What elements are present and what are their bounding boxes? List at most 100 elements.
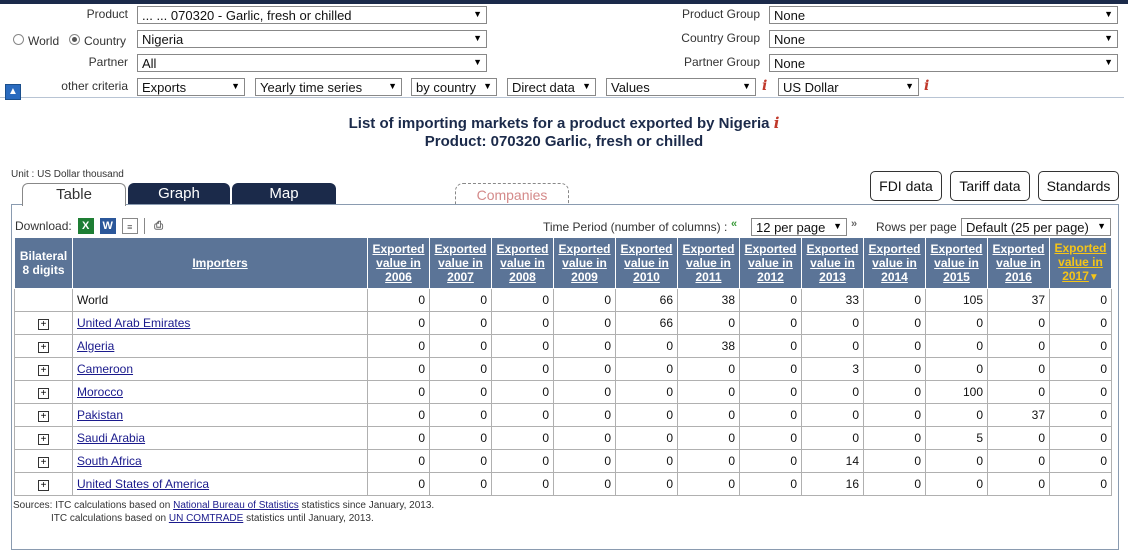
country-select[interactable]: Nigeria ▼ [137, 30, 487, 48]
world-radio[interactable] [13, 34, 24, 45]
series-select[interactable]: Yearly time series ▼ [255, 78, 402, 96]
sources-text: statistics since January, 2013. [298, 500, 435, 511]
importer-cell: Saudi Arabia [72, 426, 368, 450]
word-icon[interactable]: W [99, 218, 116, 234]
importer-link[interactable]: Pakistan [77, 408, 124, 422]
year-header[interactable]: Exported value in 2011 [677, 237, 740, 289]
value-cell: 0 [553, 472, 616, 496]
importer-link[interactable]: United States of America [77, 477, 210, 491]
comtrade-link[interactable]: UN COMTRADE [168, 513, 244, 524]
expand-plus-icon[interactable]: + [38, 342, 49, 353]
measure-select[interactable]: Values ▼ [606, 78, 756, 96]
value-cell: 0 [677, 426, 740, 450]
nbs-link[interactable]: National Bureau of Statistics [173, 500, 299, 511]
value-cell: 0 [429, 334, 492, 358]
value-cell: 0 [429, 288, 492, 312]
chevron-down-icon: ▼ [483, 81, 492, 91]
currency-select[interactable]: US Dollar ▼ [778, 78, 919, 96]
value-cell: 0 [863, 288, 926, 312]
columns-per-page-select[interactable]: 12 per page ▼ [751, 218, 847, 236]
info-icon[interactable]: i [924, 78, 930, 94]
info-icon[interactable]: i [762, 78, 768, 94]
trade-flow-select[interactable]: Exports ▼ [137, 78, 245, 96]
product-group-select[interactable]: None ▼ [769, 6, 1118, 24]
expand-plus-icon[interactable]: + [38, 388, 49, 399]
tab-companies[interactable]: Companies [455, 183, 569, 205]
by-select[interactable]: by country ▼ [411, 78, 497, 96]
year-header[interactable]: Exported value in 2009 [553, 237, 616, 289]
standards-button[interactable]: Standards [1038, 171, 1119, 201]
country-radio[interactable] [69, 34, 80, 45]
year-header[interactable]: Exported value in 2015 [925, 237, 988, 289]
value-cell: 0 [801, 426, 864, 450]
importer-link[interactable]: Cameroon [77, 362, 134, 376]
sources-text: ITC calculations based on [51, 513, 169, 524]
text-file-icon[interactable]: ≡ [121, 218, 138, 234]
importer-link[interactable]: Morocco [77, 385, 124, 399]
importers-header[interactable]: Importers [72, 237, 368, 289]
expand-plus-icon[interactable]: + [38, 434, 49, 445]
importer-link[interactable]: Algeria [77, 339, 115, 353]
expand-plus-icon[interactable]: + [38, 480, 49, 491]
value-cell: 0 [1049, 380, 1112, 404]
chevron-down-icon: ▼ [388, 81, 397, 91]
sources-note: Sources: ITC calculations based on Natio… [13, 499, 434, 525]
year-header[interactable]: Exported value in 2007 [429, 237, 492, 289]
country-group-select[interactable]: None ▼ [769, 30, 1118, 48]
data-type-select[interactable]: Direct data ▼ [507, 78, 596, 96]
partner-group-label: Partner Group [683, 55, 760, 69]
top-border [0, 0, 1128, 4]
product-select[interactable]: ... ... 070320 - Garlic, fresh or chille… [137, 6, 487, 24]
next-columns-icon[interactable]: » [851, 218, 858, 230]
year-header[interactable]: Exported value in 2008 [491, 237, 554, 289]
year-header[interactable]: Exported value in 2010 [615, 237, 678, 289]
tariff-data-button[interactable]: Tariff data [950, 171, 1030, 201]
table-row: + Morocco 0 0 0 0 0 0 0 0 0 100 0 0 [14, 380, 1112, 404]
chevron-down-icon: ▼ [473, 9, 482, 19]
year-header-prefix: Exported value in [496, 242, 549, 270]
chevron-down-icon: ▼ [473, 57, 482, 67]
year-header[interactable]: Exported value in 2006 [367, 237, 430, 289]
value-cell: 0 [739, 334, 802, 358]
expand-plus-icon[interactable]: + [38, 319, 49, 330]
table-row: + Saudi Arabia 0 0 0 0 0 0 0 0 0 5 0 0 [14, 426, 1112, 450]
importer-cell: United Arab Emirates [72, 311, 368, 335]
tab-table[interactable]: Table [22, 183, 126, 206]
importer-cell: World [72, 288, 368, 312]
expand-plus-icon[interactable]: + [38, 457, 49, 468]
year-header-prefix: Exported value in [1054, 241, 1107, 269]
expand-cell: + [14, 449, 73, 473]
expand-plus-icon[interactable]: + [38, 365, 49, 376]
importer-link[interactable]: South Africa [77, 454, 142, 468]
year-header[interactable]: Exported value in 2014 [863, 237, 926, 289]
country-label: Country [84, 34, 127, 48]
data-type-value: Direct data [512, 80, 575, 95]
value-cell: 0 [739, 380, 802, 404]
collapse-icon[interactable]: ▲ [5, 84, 21, 100]
year-header[interactable]: Exported value in 2017▼ [1049, 237, 1112, 289]
year-header[interactable]: Exported value in 2012 [739, 237, 802, 289]
info-icon[interactable]: i [773, 114, 780, 132]
importer-link[interactable]: Saudi Arabia [77, 431, 146, 445]
fdi-data-button[interactable]: FDI data [870, 171, 942, 201]
year-header[interactable]: Exported value in 2013 [801, 237, 864, 289]
importer-link[interactable]: United Arab Emirates [77, 316, 191, 330]
partner-group-select[interactable]: None ▼ [769, 54, 1118, 72]
value-cell: 0 [863, 311, 926, 335]
previous-columns-icon[interactable]: « [731, 218, 738, 230]
year-header-prefix: Exported value in [434, 242, 487, 270]
partner-select[interactable]: All ▼ [137, 54, 487, 72]
value-cell: 0 [739, 403, 802, 427]
importers-table: Bilateral 8 digits Importers Exported va… [14, 237, 1112, 496]
year-header-prefix: Exported value in [868, 242, 921, 270]
product-select-value: ... ... 070320 - Garlic, fresh or chille… [142, 8, 352, 23]
tab-graph[interactable]: Graph [128, 183, 230, 205]
excel-icon[interactable]: X [77, 218, 94, 234]
year-header[interactable]: Exported value in 2016 [987, 237, 1050, 289]
tab-map[interactable]: Map [232, 183, 336, 205]
expand-plus-icon[interactable]: + [38, 411, 49, 422]
expand-cell: + [14, 380, 73, 404]
print-icon[interactable]: ⎙ [154, 220, 164, 232]
country-group-label: Country Group [681, 31, 760, 45]
rows-per-page-select[interactable]: Default (25 per page) ▼ [961, 218, 1111, 236]
